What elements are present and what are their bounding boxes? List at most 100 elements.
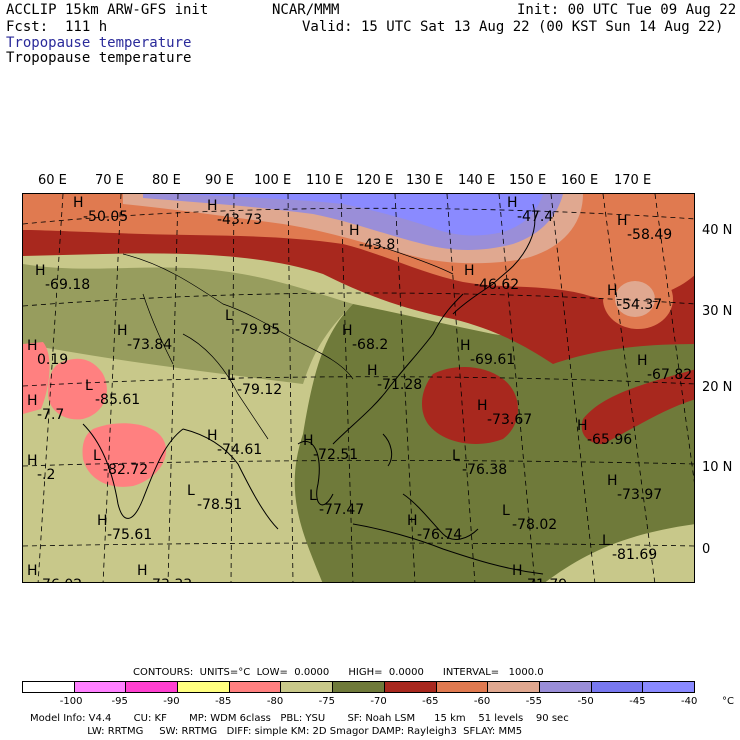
- annotation-high: H -46.62: [460, 264, 519, 292]
- annotation-kind: H: [303, 433, 314, 449]
- field-cold-patch-3: [23, 342, 50, 414]
- colorbar-swatch: [591, 682, 644, 692]
- annotation-value: -.2: [37, 467, 56, 483]
- forecast-hour: Fcst: 111 h: [6, 19, 108, 35]
- colorbar-swatch: [333, 682, 385, 692]
- colorbar-label: -50: [577, 696, 594, 707]
- annotation-kind: H: [27, 563, 38, 579]
- model-title: ACCLIP 15km ARW-GFS init: [6, 2, 209, 18]
- colorbar-swatch: [281, 682, 334, 692]
- annotation-kind: L: [225, 308, 233, 324]
- annotation-kind: H: [607, 283, 618, 299]
- init-time: Init: 00 UTC Tue 09 Aug 22: [517, 2, 737, 18]
- tropopause-temperature-map: H -50.05 H -43.73 H -43.8 H -47.4 H -58.49 H -69.18…: [22, 193, 695, 583]
- annotation-high: H -69.18: [31, 264, 90, 292]
- annotation-value: -50.05: [83, 209, 129, 225]
- colorbar-swatch: [488, 682, 540, 692]
- contours-info: CONTOURS: UNITS=°C LOW= 0.0000 HIGH= 0.0…: [133, 667, 544, 678]
- field-band-olive: [294, 304, 694, 582]
- annotation-high: H -.2: [23, 454, 55, 482]
- graticule: [23, 194, 694, 582]
- annotation-value: -43.8: [359, 237, 396, 253]
- colorbar-swatch: [229, 682, 282, 692]
- annotation-value: -74.61: [217, 442, 263, 458]
- annotation-high: H -71.28: [363, 364, 422, 392]
- colorbar-label: -60: [473, 696, 491, 707]
- annotation-value: -54.37: [617, 297, 663, 313]
- lon-label: 100 E: [254, 173, 292, 188]
- annotation-value: -82.72: [103, 462, 149, 478]
- colorbar-swatch: [643, 682, 694, 692]
- annotation-high: H -72.51: [299, 434, 358, 462]
- colorbar-label: -100: [59, 696, 83, 707]
- annotation-value: -69.61: [470, 352, 516, 368]
- annotation-kind: H: [477, 398, 488, 414]
- annotation-kind: L: [452, 448, 460, 464]
- annotation-low: L -82.72: [89, 449, 148, 477]
- annotation-high: H -54.37: [603, 284, 662, 312]
- annotation-value: -58.49: [627, 227, 673, 243]
- lat-label: 0: [702, 542, 711, 557]
- annotation-value: -76.74: [417, 527, 463, 543]
- annotation-kind: H: [577, 418, 588, 434]
- annotation-value: -79.12: [237, 382, 283, 398]
- annotation-low: L -76.38: [448, 449, 507, 477]
- annotation-kind: L: [85, 378, 93, 394]
- annotation-high: H -73.67: [473, 399, 532, 427]
- colorbar-label: -95: [111, 696, 128, 707]
- annotation-kind: H: [617, 213, 628, 229]
- field-blob-pacific: [421, 367, 518, 444]
- annotation-kind: H: [637, 353, 648, 369]
- annotation-value: -73.97: [617, 487, 663, 503]
- annotation-value: -77.47: [319, 502, 365, 518]
- annotation-high: H -68.2: [338, 324, 388, 352]
- annotation-high: H-76.02: [23, 563, 82, 582]
- lon-label: 140 E: [458, 173, 496, 188]
- annotation-kind: H: [512, 563, 523, 579]
- annotation-kind: H: [27, 393, 38, 409]
- field-band-blue: [173, 194, 543, 236]
- annotation-kind: H: [27, 338, 38, 354]
- annotation-value: -68.2: [352, 337, 389, 353]
- annotation-kind: L: [602, 533, 610, 549]
- annotation-high: H -67.82: [633, 354, 692, 382]
- lon-label: 160 E: [561, 173, 599, 188]
- annotation-value: 0.19: [37, 352, 69, 368]
- annotation-value: -75.61: [107, 527, 153, 543]
- annotation-value: -76.38: [462, 462, 508, 478]
- annotation-kind: H: [507, 195, 518, 211]
- colorbar-swatch: [23, 682, 75, 692]
- valid-time: Valid: 15 UTC Sat 13 Aug 22 (00 KST Sun …: [302, 19, 724, 35]
- annotation-value: -81.69: [612, 547, 658, 563]
- lon-label: 60 E: [38, 173, 67, 188]
- colorbar-label: -85: [215, 696, 232, 707]
- annotation-value: -78.51: [197, 497, 243, 513]
- annotation-value: -85.61: [95, 392, 141, 408]
- lon-label: 130 E: [406, 173, 444, 188]
- annotation-value: -73.33: [147, 578, 192, 582]
- model-info-line-2: LW: RRTMG SW: RRTMG DIFF: simple KM: 2D …: [30, 726, 523, 737]
- annotation-value: -43.73: [217, 212, 263, 228]
- annotation-high: H -47.4: [503, 196, 553, 224]
- annotation-low: L -79.95: [221, 309, 280, 337]
- annotation-value: -78.02: [512, 517, 558, 533]
- annotation-high: H -73.84: [113, 324, 172, 352]
- annotation-high: H -76.74: [403, 514, 462, 542]
- field-cold-patch-2: [82, 423, 167, 487]
- annotation-high: H-73.33: [133, 564, 192, 582]
- lon-label: 170 E: [614, 173, 652, 188]
- annotation-high: H -69.61: [456, 339, 515, 367]
- annotation-kind: H: [207, 428, 218, 444]
- annotation-kind: H: [407, 513, 418, 529]
- lon-label: 110 E: [306, 173, 344, 188]
- annotation-high: H -65.96: [573, 419, 632, 447]
- annotation-high: H -73.97: [603, 474, 662, 502]
- annotation-high: H -7.7: [23, 394, 64, 422]
- colorbar-label: -55: [525, 696, 543, 707]
- annotation-kind: H: [342, 323, 353, 339]
- colorbar-swatch: [539, 682, 592, 692]
- lon-label: 80 E: [152, 173, 181, 188]
- colorbar-swatch: [436, 682, 489, 692]
- annotation-high: H -50.05: [69, 196, 128, 224]
- colorbar-label: °C: [722, 696, 734, 707]
